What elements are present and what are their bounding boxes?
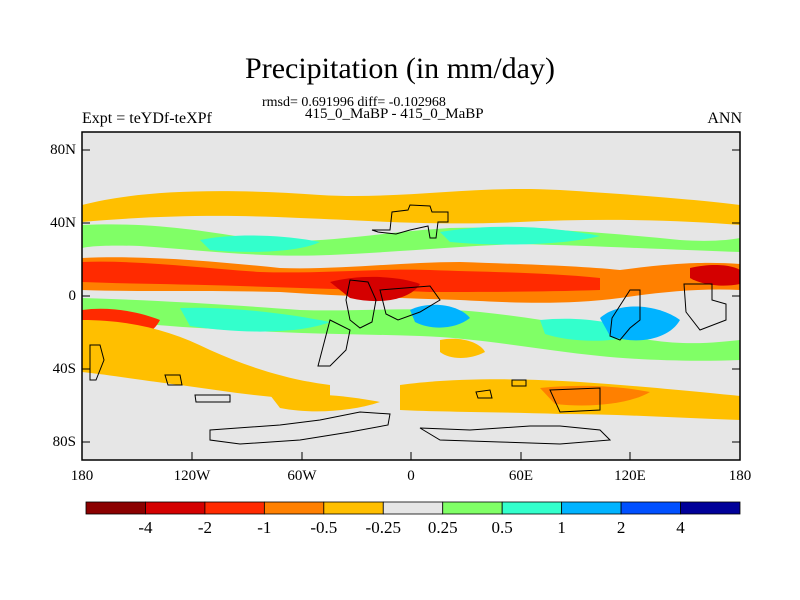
yellow-patch	[270, 393, 380, 412]
season-label: ANN	[707, 110, 742, 127]
lon-label-180e: 180	[728, 468, 752, 484]
colorbar-label: 1	[557, 518, 566, 537]
colorbar-label: 4	[676, 518, 685, 537]
colorbar-swatch	[680, 501, 741, 515]
precip-field	[82, 132, 740, 460]
axis-ticks	[82, 149, 740, 460]
continent-outline	[379, 285, 441, 321]
colorbar-label: 2	[616, 518, 626, 537]
lat-label-40s: 40S	[52, 361, 76, 377]
lon-label-60w: 60W	[287, 468, 317, 484]
lon-label-120e: 120E	[614, 468, 646, 484]
red-core	[82, 261, 600, 292]
lon-label-0: 0	[407, 468, 415, 484]
lon-label-60e: 60E	[508, 468, 534, 484]
colorbar-swatch	[620, 501, 681, 515]
cyan-patch	[200, 235, 320, 252]
continent-outline	[549, 387, 601, 413]
colorbar-label: -0.5	[310, 518, 338, 537]
continent-outline	[511, 379, 527, 387]
blue-patch	[600, 306, 680, 341]
colorbar-swatch	[323, 501, 384, 515]
continent-outline	[164, 374, 183, 386]
colorbar-swatch	[85, 501, 146, 515]
colorbar-label: -1	[257, 518, 272, 537]
antarctic-outline	[419, 425, 612, 445]
map-title: Precipitation (in mm/day)	[245, 52, 555, 85]
orange-patch	[540, 385, 650, 406]
colorbar-label: 0.25	[427, 518, 458, 537]
colorbar-swatch	[501, 501, 563, 515]
colorbar-swatch	[382, 501, 444, 515]
colorbar-swatch	[204, 501, 265, 515]
continent-outline	[683, 283, 727, 331]
cyan-patch	[440, 226, 600, 245]
stats-line: rmsd= 0.691996 diff= -0.102968	[262, 95, 446, 110]
blue-patch	[410, 304, 470, 328]
colorbar	[85, 501, 741, 515]
continent-outline	[371, 204, 449, 239]
continent-outline	[345, 279, 377, 329]
north-dry-band	[82, 188, 740, 225]
dark-red-core	[330, 276, 420, 302]
lon-label-120w: 120W	[173, 468, 211, 484]
case-label: 415_0_MaBP - 415_0_MaBP	[305, 106, 484, 122]
yellow-patch	[82, 320, 330, 400]
continent-outline	[475, 389, 493, 399]
yellow-patch	[440, 338, 485, 358]
colorbar-label: -4	[138, 518, 153, 537]
lat-label-0: 0	[68, 288, 77, 304]
antarctic-outline	[209, 411, 391, 445]
lon-label-180w: 180	[70, 468, 94, 484]
continent-outline	[317, 319, 351, 367]
continent-outline	[194, 394, 231, 403]
lat-label-80s: 80S	[52, 434, 76, 450]
dark-red-core	[690, 264, 740, 286]
colorbar-swatch	[442, 501, 503, 515]
colorbar-swatch	[561, 501, 622, 515]
colorbar-label: -2	[197, 518, 212, 537]
experiment-label: Expt = teYDf-teXPf	[82, 110, 212, 127]
colorbar-label: -0.25	[365, 518, 401, 537]
lat-label-40n: 40N	[50, 215, 76, 231]
lat-label-80n: 80N	[50, 142, 76, 158]
cyan-patch	[180, 307, 330, 332]
coastlines	[89, 204, 727, 445]
continent-outline	[89, 344, 105, 381]
colorbar-label: 0.5	[491, 518, 513, 537]
colorbar-swatch	[263, 501, 325, 515]
colorbar-swatch	[145, 501, 206, 515]
continent-outline	[609, 289, 641, 341]
